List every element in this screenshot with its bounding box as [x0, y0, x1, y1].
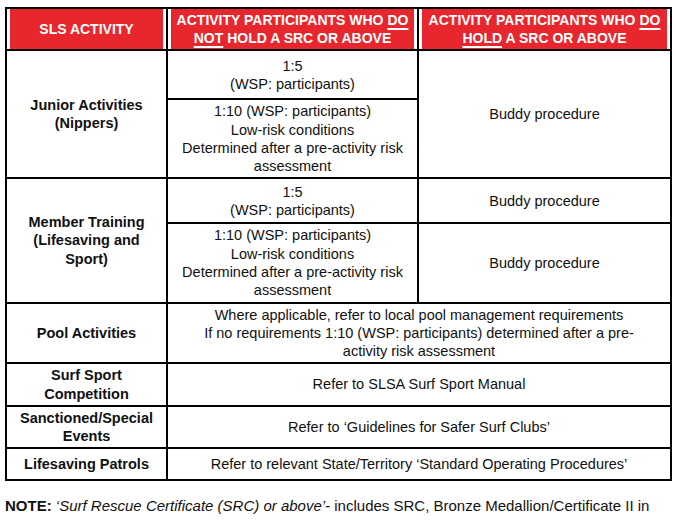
cell-junior-label: Junior Activities (Nippers)	[6, 50, 167, 178]
header-src: ACTIVITY PARTICIPANTS WHO DO HOLD A SRC …	[418, 8, 671, 50]
row-pool-activities: Pool Activities Where applicable, refer …	[6, 303, 671, 364]
cell-member-src-buddy-1: Buddy procedure	[418, 178, 671, 223]
cell-surf-sport-label: Surf Sport Competition	[6, 363, 167, 406]
header-src-text: ACTIVITY PARTICIPANTS WHO	[429, 12, 640, 28]
footnote: NOTE: ‘Surf Rescue Certificate (SRC) or …	[5, 494, 670, 520]
cell-sanctioned-text: Refer to ‘Guidelines for Safer Surf Club…	[167, 406, 671, 449]
header-sls-activity: SLS ACTIVITY	[6, 8, 167, 50]
cell-junior-no-src-ratio-1-5: 1:5 (WSP: participants)	[167, 50, 418, 99]
footnote-italic-phrase: ‘Surf Rescue Certificate (SRC) or above’…	[56, 497, 330, 514]
row-sanctioned-special-events: Sanctioned/Special Events Refer to ‘Guid…	[6, 406, 671, 449]
header-no-src-underline-do: DO	[387, 12, 408, 28]
cell-member-src-buddy-2: Buddy procedure	[418, 223, 671, 302]
header-no-src-underline-not: NOT	[194, 30, 224, 46]
footnote-label: NOTE:	[5, 497, 52, 514]
row-surf-sport-competition: Surf Sport Competition Refer to SLSA Sur…	[6, 363, 671, 406]
header-src-text2: A SRC OR ABOVE	[502, 30, 626, 46]
header-row: SLS ACTIVITY ACTIVITY PARTICIPANTS WHO D…	[6, 8, 671, 50]
cell-surf-sport-text: Refer to SLSA Surf Sport Manual	[167, 363, 671, 406]
cell-sanctioned-label: Sanctioned/Special Events	[6, 406, 167, 449]
cell-member-no-src-ratio-1-5: 1:5 (WSP: participants)	[167, 178, 418, 223]
cell-pool-text: Where applicable, refer to local pool ma…	[167, 303, 671, 364]
row-lifesaving-patrols: Lifesaving Patrols Refer to relevant Sta…	[6, 448, 671, 480]
cell-member-no-src-ratio-1-10: 1:10 (WSP: participants) Low-risk condit…	[167, 223, 418, 302]
row-member-sub1: Member Training (Lifesaving and Sport) 1…	[6, 178, 671, 223]
cell-patrols-label: Lifesaving Patrols	[6, 448, 167, 480]
cell-member-label: Member Training (Lifesaving and Sport)	[6, 178, 167, 302]
header-src-underline-do: DO	[639, 12, 660, 28]
supervision-ratio-table: SLS ACTIVITY ACTIVITY PARTICIPANTS WHO D…	[5, 7, 672, 481]
header-no-src: ACTIVITY PARTICIPANTS WHO DO NOT HOLD A …	[167, 8, 418, 50]
cell-junior-src-buddy: Buddy procedure	[418, 50, 671, 178]
document-page: SLS ACTIVITY ACTIVITY PARTICIPANTS WHO D…	[0, 0, 676, 520]
header-src-underline-hold: HOLD	[462, 30, 502, 46]
cell-junior-no-src-ratio-1-10: 1:10 (WSP: participants) Low-risk condit…	[167, 99, 418, 178]
header-no-src-text2: HOLD A SRC OR ABOVE	[223, 30, 391, 46]
row-junior-sub1: Junior Activities (Nippers) 1:5 (WSP: pa…	[6, 50, 671, 99]
header-no-src-text: ACTIVITY PARTICIPANTS WHO	[177, 12, 388, 28]
cell-pool-label: Pool Activities	[6, 303, 167, 364]
cell-patrols-text: Refer to relevant State/Territory ‘Stand…	[167, 448, 671, 480]
